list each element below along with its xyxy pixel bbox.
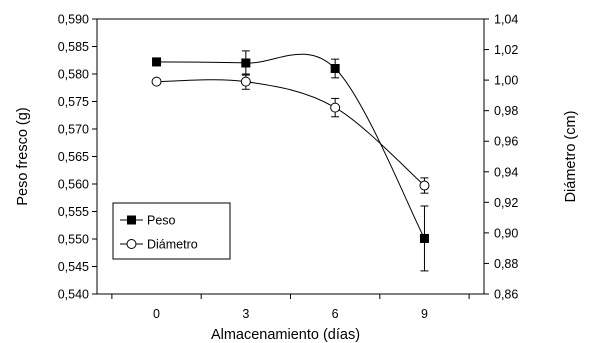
y-tick-label-right: 0,90 [494,226,518,240]
point-diametro [240,76,251,87]
y-tick-label-right: 0,86 [494,288,518,302]
point-peso [330,64,340,73]
y-tick-label-left: 0,560 [58,178,89,192]
series-line-peso [156,53,425,239]
y-tick-label-right: 0,98 [494,104,518,118]
y-tick-label-left: 0,555 [58,205,89,219]
point-diametro [151,76,162,87]
y-tick-label-right: 0,92 [494,196,518,210]
x-tick-label: 9 [421,307,428,321]
y-tick-label-left: 0,550 [58,233,89,247]
y-tick-label-left: 0,570 [58,123,89,137]
y-tick-label-left: 0,585 [58,40,89,54]
y-tick-label-left: 0,580 [58,68,89,82]
y-tick-label-left: 0,540 [58,288,89,302]
legend-label-peso: Peso [147,214,176,228]
point-peso [152,57,162,67]
y-axis-title-right: Diámetro (cm) [563,111,579,203]
point-peso [241,58,251,68]
point-diametro [330,102,341,113]
x-tick-label: 3 [242,307,249,321]
y-tick-label-left: 0,590 [58,13,89,27]
y-tick-label-right: 0,96 [494,135,518,149]
series-group [151,50,430,272]
y-tick-label-right: 1,02 [494,43,518,57]
legend-marker-diametro [126,239,137,249]
x-tick-label: 6 [332,307,339,321]
x-tick-label: 0 [153,307,160,321]
y-tick-label-left: 0,565 [58,150,89,164]
y-axis-title-left: Peso fresco (g) [15,107,31,205]
legend-box [112,202,231,260]
y-tick-label-right: 0,94 [494,165,518,179]
legend-marker-peso [127,215,136,225]
y-tick-label-right: 0,88 [494,257,518,271]
y-tick-label-left: 0,545 [58,260,89,274]
point-peso [419,233,429,243]
y-tick-label-right: 1,04 [494,13,518,27]
y-tick-label-left: 0,575 [58,95,89,109]
ticks-group: 0,540 0,545 0,550 0,555 0,560 0,565 0,570 0,575… [58,13,519,322]
x-axis-title: Almacenamiento (días) [211,327,360,343]
point-diametro [419,180,430,191]
legend-items: Peso Diámetro [120,214,198,252]
series-line-diametro [156,79,425,186]
y-tick-label-right: 1,00 [494,74,518,88]
legend: Peso Diámetro [112,202,231,260]
legend-label-diametro: Diámetro [147,238,198,252]
